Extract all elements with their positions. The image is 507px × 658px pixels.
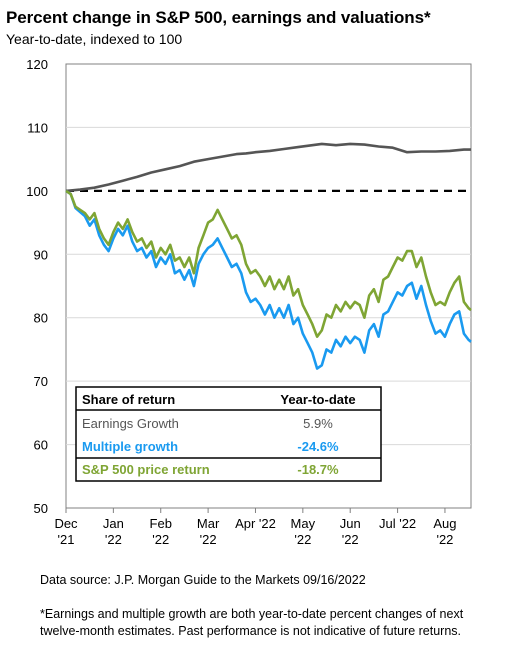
table-header-label: Share of return [82,392,175,407]
y-tick-label: 60 [34,438,48,453]
y-tick-label: 70 [34,374,48,389]
y-axis-ticks: 50 60 70 80 90 100 110 120 [26,57,48,516]
x-tick-label: Jun '22 [340,516,361,547]
y-tick-label: 50 [34,501,48,516]
y-tick-label: 80 [34,311,48,326]
x-tick-label: Dec '21 [54,516,78,547]
source-note: Data source: J.P. Morgan Guide to the Ma… [40,573,366,587]
x-tick-label: May '22 [291,516,316,547]
chart-subtitle: Year-to-date, indexed to 100 [6,31,183,47]
footnote: *Earnings and multiple growth are both y… [40,607,464,638]
y-tick-label: 100 [26,184,48,199]
table-row-value: 5.9% [303,416,333,431]
table-row-value: -18.7% [297,462,339,477]
table-row-value: -24.6% [297,439,339,454]
gridlines [66,126,471,446]
table-header-value: Year-to-date [280,392,355,407]
share-of-return-table: Share of return Year-to-date Earnings Grow… [75,386,382,482]
series-line-earnings [65,142,471,193]
x-tick-label: Jan '22 [103,516,124,547]
y-tick-label: 90 [34,247,48,262]
line-chart: 50 60 70 80 90 100 110 120 Dec '21 Jan '22 Feb '22 Ma… [26,57,472,547]
series-line-sp500 [65,189,472,338]
series-lines [65,142,472,370]
chart-title: Percent change in S&P 500, earnings and … [6,8,431,27]
x-tick-label: Mar '22 [197,516,220,547]
table-row-label: Earnings Growth [82,416,179,431]
table-row-label: Multiple growth [82,439,178,454]
y-tick-label: 120 [26,57,48,72]
series-line-multiple [65,189,472,370]
x-tick-label: Aug '22 [433,516,456,547]
y-tick-label: 110 [27,120,48,135]
table-row-label: S&P 500 price return [82,462,210,477]
x-tick-label: Feb '22 [150,516,172,547]
x-tick-label: Jul '22 [379,516,416,531]
x-tick-label: Apr '22 [235,516,276,531]
x-axis-ticks: Dec '21 Jan '22 Feb '22 Mar '22 Apr '22 May '22 Jun… [54,508,457,547]
